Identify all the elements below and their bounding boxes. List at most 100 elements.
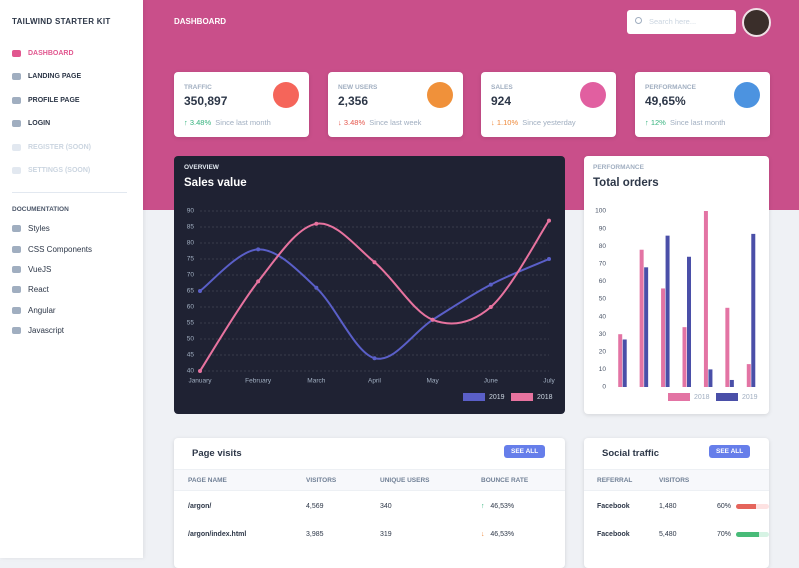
doc-link[interactable]: VueJS	[12, 265, 51, 274]
chart: 40 45 50 55 60 65 70 75 80 85 90 2019 2018 January Feb…	[187, 208, 556, 401]
point	[430, 317, 435, 322]
brand: TAILWIND STARTER KIT	[12, 17, 111, 26]
stat-card: NEW USERS 2,356 ↓ 3.48% Since last week	[328, 72, 463, 137]
divider	[12, 192, 127, 193]
progress-bar	[736, 532, 760, 537]
bar	[751, 233, 756, 387]
column-header: UNIQUE USERS	[380, 477, 430, 484]
y-tick-label: 40	[187, 368, 195, 375]
stat-card: SALES 924 ↓ 1.10% Since yesterday	[481, 72, 616, 137]
column-header: BOUNCE RATE	[481, 477, 529, 484]
change-value: 12%	[650, 118, 666, 127]
line	[199, 248, 550, 360]
chart-subtitle: OVERVIEW	[184, 164, 219, 171]
nav-item[interactable]: PROFILE PAGE	[12, 97, 80, 104]
stat-card: TRAFFIC 350,897 ↑ 3.48% Since last month	[174, 72, 309, 137]
doc-label: React	[28, 285, 49, 294]
x-tick-label: May	[427, 378, 440, 385]
doc-link[interactable]: CSS Components	[12, 245, 92, 254]
social-traffic-card: Social traffic SEE ALL REFERRAL VISITORS…	[584, 438, 769, 568]
see-all-button[interactable]: SEE ALL	[504, 445, 546, 458]
stat-value: 49,65%	[645, 94, 686, 108]
change-period: Since yesterday	[522, 118, 576, 127]
y-tick-label: 80	[187, 240, 195, 247]
nav-item[interactable]: DASHBOARD	[12, 50, 74, 57]
y-tick-label: 75	[187, 256, 195, 263]
point	[547, 257, 551, 261]
cell: 4,569	[306, 503, 324, 510]
bar	[661, 288, 666, 387]
y-tick-label: 70	[187, 272, 195, 279]
see-all-button[interactable]: SEE ALL	[709, 445, 751, 458]
legend-label: 2019	[742, 394, 758, 401]
page-visits-card: Page visits SEE ALL PAGE NAME VISITORS U…	[174, 438, 565, 568]
y-tick-label: 80	[599, 243, 607, 250]
stat-change: ↓ 1.10% Since yesterday	[491, 118, 576, 127]
header-title: DASHBOARD	[174, 17, 226, 26]
chart-title: Sales value	[184, 177, 247, 189]
stat-label: TRAFFIC	[184, 84, 212, 91]
point	[198, 289, 202, 293]
bar	[622, 339, 627, 387]
cell: Facebook	[597, 503, 630, 510]
y-tick-label: 70	[599, 261, 607, 268]
stat-label: NEW USERS	[338, 84, 378, 91]
nav-item[interactable]: LANDING PAGE	[12, 73, 81, 80]
stat-change: ↑ 3.48% Since last month	[184, 118, 271, 127]
change-value: 1.10%	[496, 118, 519, 127]
x-tick-label: February	[245, 378, 272, 385]
y-tick-label: 100	[595, 208, 606, 215]
x-tick-label: June	[484, 378, 498, 385]
chart: 0 10 20 30 40 50 60 70 80 90 100 2018 2019	[595, 208, 758, 401]
cell-text: 46,53%	[490, 503, 515, 510]
y-tick-label: 55	[187, 320, 195, 327]
stat-label: PERFORMANCE	[645, 84, 696, 91]
point	[314, 221, 319, 226]
nav-item[interactable]: LOGIN	[12, 120, 50, 127]
point	[256, 247, 261, 252]
cell: 5,480	[659, 531, 677, 538]
line-chart-card: OVERVIEW Sales value 40 45 50 55 60 65 70 75 80 8…	[174, 156, 565, 414]
bar	[729, 379, 734, 387]
avatar[interactable]	[742, 8, 771, 37]
y-tick-label: 20	[599, 349, 607, 356]
bar	[708, 369, 713, 387]
nav-item: SETTINGS (SOON)	[12, 167, 90, 174]
legend-swatch	[463, 393, 485, 401]
stat-icon	[273, 82, 299, 108]
table-header	[174, 469, 565, 491]
legend-label: 2018	[694, 394, 710, 401]
nav-label: LANDING PAGE	[28, 73, 82, 80]
point	[314, 285, 319, 290]
nav-label: DASHBOARD	[28, 50, 74, 57]
doc-link[interactable]: Javascript	[12, 326, 64, 335]
point	[372, 356, 377, 361]
chart-subtitle: PERFORMANCE	[593, 164, 644, 171]
point	[198, 369, 202, 373]
y-tick-label: 60	[187, 304, 195, 311]
y-tick-label: 0	[602, 384, 606, 391]
doc-link[interactable]: React	[12, 285, 49, 294]
doc-label: VueJS	[28, 265, 52, 274]
x-tick-label: April	[368, 378, 382, 385]
table-title: Page visits	[192, 448, 242, 459]
legend-swatch	[716, 393, 738, 401]
table-title: Social traffic	[602, 448, 660, 459]
y-tick-label: 50	[187, 336, 195, 343]
doc-label: Angular	[28, 306, 56, 315]
bar	[644, 267, 649, 387]
sidebar: TAILWIND STARTER KIT DASHBOARD LANDING P…	[0, 0, 143, 558]
doc-label: Javascript	[28, 326, 65, 335]
y-tick-label: 85	[187, 224, 195, 231]
cell: ↓ 46,53%	[481, 531, 515, 538]
table-header	[584, 469, 769, 491]
column-header: PAGE NAME	[188, 477, 227, 484]
doc-link[interactable]: Styles	[12, 224, 50, 233]
legend-swatch	[668, 393, 690, 401]
doc-link[interactable]: Angular	[12, 306, 56, 315]
cell: 70%	[717, 531, 732, 538]
search-box[interactable]: Search here...	[627, 10, 736, 34]
bar	[682, 327, 687, 387]
chart-title: Total orders	[593, 177, 659, 189]
